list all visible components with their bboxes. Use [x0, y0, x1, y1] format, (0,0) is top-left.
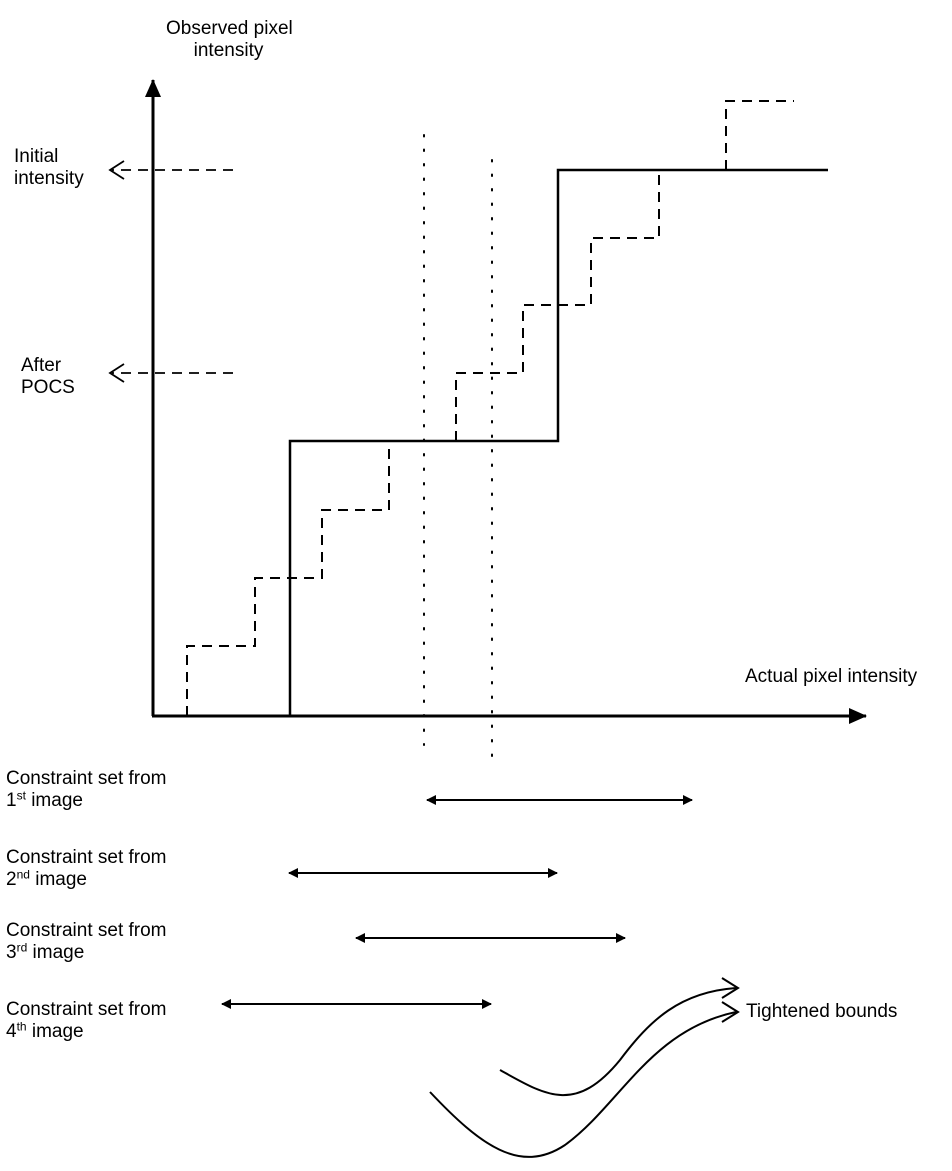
constraint-label-2-line2: 2nd image [6, 867, 87, 890]
constraint-label-4: Constraint set from 4th image [6, 999, 167, 1043]
y-axis-label-line2: intensity [193, 40, 264, 61]
tightened-curve-upper-arrowhead [721, 977, 740, 999]
initial-intensity-step-curve [288, 168, 828, 716]
constraint-label-3-line2: 3rd image [6, 940, 85, 963]
initial-intensity-line2: intensity [14, 168, 84, 189]
constraint-label-3-line1: Constraint set from [6, 920, 167, 941]
after-pocs-line1: After [21, 355, 62, 376]
tightened-curve-lower [429, 1011, 737, 1158]
tightened-curve-lower-arrowhead [721, 1001, 740, 1023]
constraint-label-1-line2: 1st image [6, 788, 83, 811]
constraint-label-3: Constraint set from 3rd image [6, 920, 167, 964]
initial-intensity-arrowhead [108, 160, 125, 180]
pocs-dashed-step-curve [186, 100, 794, 716]
constraint-label-4-line2: 4th image [6, 1019, 84, 1042]
y-axis-label: Observed pixel intensity [166, 18, 293, 62]
y-axis-label-line1: Observed pixel [166, 18, 293, 39]
after-pocs-arrowhead [108, 363, 125, 383]
tightened-curve-upper [499, 987, 737, 1097]
initial-intensity-label: Initial intensity [14, 146, 84, 190]
tightened-bounds-label: Tightened bounds [746, 1001, 898, 1022]
after-pocs-label: After POCS [21, 355, 75, 399]
constraint-label-1-line1: Constraint set from [6, 768, 167, 789]
constraint-label-1: Constraint set from 1st image [6, 768, 167, 812]
constraint-label-2: Constraint set from 2nd image [6, 847, 167, 891]
constraint-label-2-line1: Constraint set from [6, 847, 167, 868]
initial-intensity-line1: Initial [14, 146, 59, 167]
after-pocs-line2: POCS [21, 377, 75, 398]
constraint-label-4-line1: Constraint set from [6, 999, 167, 1020]
x-axis-label: Actual pixel intensity [745, 666, 918, 687]
